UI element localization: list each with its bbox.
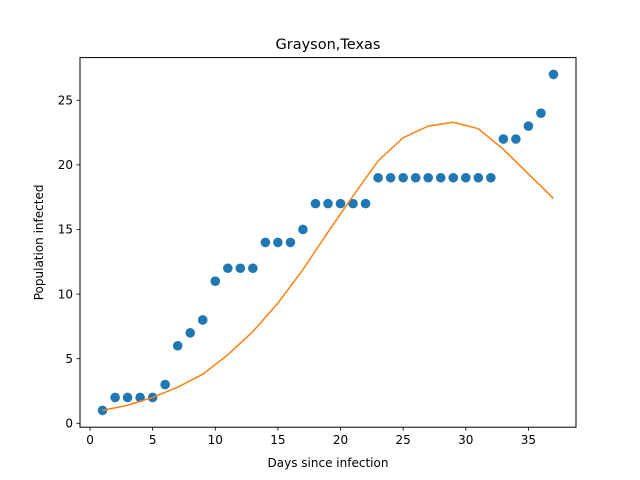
x-tick-label: 20 bbox=[333, 433, 348, 447]
x-tick-label: 35 bbox=[521, 433, 536, 447]
data-point bbox=[248, 263, 258, 274]
data-point bbox=[486, 172, 496, 183]
x-tick-label: 0 bbox=[86, 433, 94, 447]
data-point bbox=[172, 340, 183, 351]
data-point bbox=[97, 405, 108, 416]
data-point bbox=[460, 172, 471, 183]
data-point bbox=[273, 237, 283, 248]
data-point bbox=[398, 172, 408, 183]
x-tick-label: 5 bbox=[149, 433, 157, 447]
y-tick-label: 20 bbox=[58, 158, 73, 172]
data-point bbox=[335, 198, 346, 209]
data-point bbox=[122, 392, 133, 403]
x-tick-label: 25 bbox=[396, 433, 411, 447]
data-point bbox=[235, 263, 246, 274]
x-tick-label: 10 bbox=[208, 433, 223, 447]
data-point bbox=[435, 172, 446, 183]
data-point bbox=[210, 276, 221, 286]
data-point bbox=[323, 198, 333, 209]
data-point bbox=[360, 198, 371, 209]
fit-line bbox=[102, 121, 554, 412]
data-point bbox=[373, 172, 383, 183]
data-point bbox=[511, 134, 521, 144]
data-point bbox=[448, 172, 459, 183]
y-tick-label: 0 bbox=[65, 417, 73, 431]
data-point bbox=[110, 392, 120, 403]
data-point bbox=[310, 198, 321, 209]
data-point bbox=[423, 172, 434, 183]
x-tick-label: 15 bbox=[270, 433, 285, 447]
x-axis-label: Days since infection bbox=[268, 456, 389, 470]
x-tick-label: 30 bbox=[458, 433, 473, 447]
data-point bbox=[185, 328, 196, 338]
data-point bbox=[298, 224, 308, 235]
chart-title: Grayson,Texas bbox=[276, 37, 381, 53]
data-point bbox=[197, 315, 208, 325]
data-point bbox=[348, 198, 358, 209]
y-axis-label: Population infected bbox=[32, 185, 46, 301]
y-tick-label: 5 bbox=[65, 352, 73, 366]
data-point bbox=[285, 237, 296, 248]
data-point bbox=[498, 134, 509, 144]
data-point bbox=[523, 121, 534, 131]
data-point bbox=[222, 263, 233, 274]
y-tick-label: 15 bbox=[58, 223, 73, 237]
data-point bbox=[410, 172, 421, 183]
data-point bbox=[536, 108, 546, 118]
data-point bbox=[548, 69, 559, 80]
y-tick-label: 10 bbox=[58, 287, 73, 301]
plot-area bbox=[79, 57, 577, 428]
data-point bbox=[160, 379, 170, 390]
data-point bbox=[260, 237, 271, 248]
y-tick-label: 25 bbox=[58, 93, 73, 107]
data-point bbox=[473, 172, 484, 183]
data-point bbox=[385, 172, 396, 183]
